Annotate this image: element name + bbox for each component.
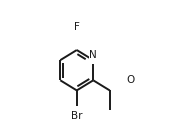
Text: Br: Br [71,111,82,121]
Text: O: O [127,75,135,85]
Text: F: F [74,22,80,32]
Text: N: N [89,50,97,60]
